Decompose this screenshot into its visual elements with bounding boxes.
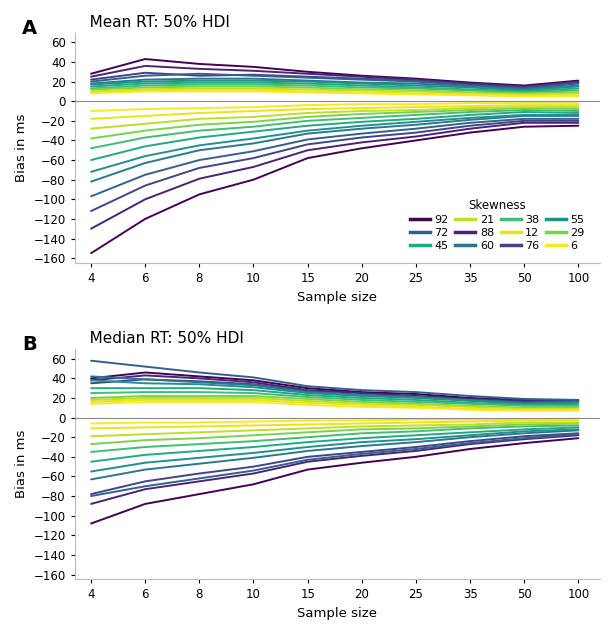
Legend: 92, 72, 45, 21, 88, 60, 38, 12, 76, 55, 29, 6: 92, 72, 45, 21, 88, 60, 38, 12, 76, 55, … [406, 195, 589, 255]
Y-axis label: Bias in ms: Bias in ms [15, 430, 28, 498]
Text: B: B [22, 335, 37, 354]
Text: A: A [22, 18, 38, 37]
Text: Mean RT: 50% HDI: Mean RT: 50% HDI [75, 15, 230, 30]
X-axis label: Sample size: Sample size [298, 291, 378, 304]
X-axis label: Sample size: Sample size [298, 607, 378, 620]
Text: Median RT: 50% HDI: Median RT: 50% HDI [75, 331, 244, 346]
Y-axis label: Bias in ms: Bias in ms [15, 114, 28, 182]
